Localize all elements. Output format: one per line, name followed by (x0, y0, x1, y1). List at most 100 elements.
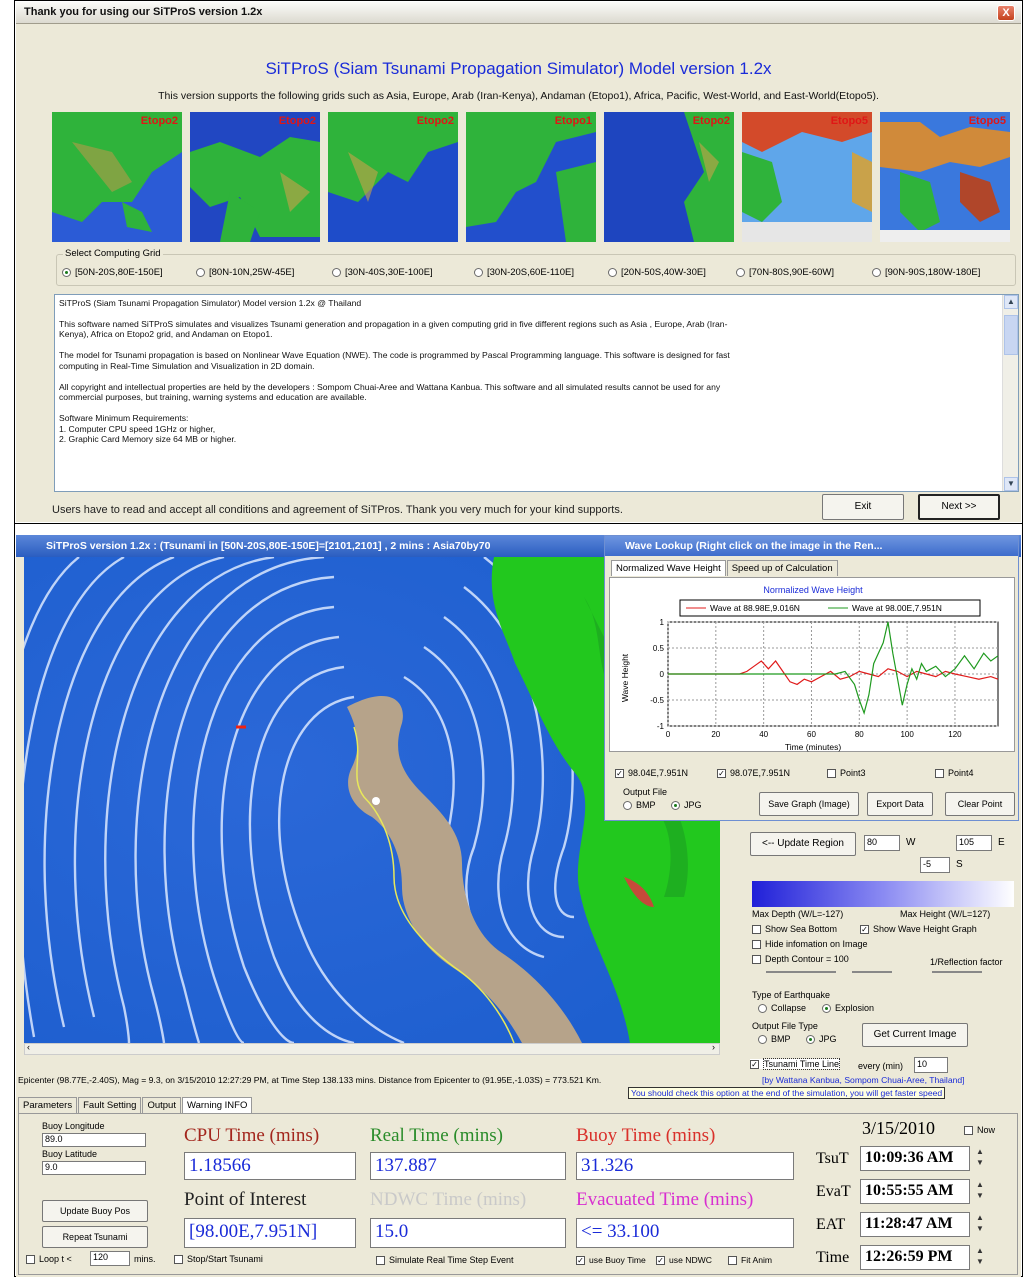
contour-slider-2[interactable] (852, 971, 892, 973)
scroll-up-icon[interactable]: ▲ (1004, 295, 1018, 309)
export-data-button[interactable]: Export Data (867, 792, 933, 816)
evat-spinner-icon[interactable]: ▲ ▼ (976, 1180, 984, 1200)
grid-thumbnail-africa[interactable]: Etopo2 (604, 112, 734, 242)
horizontal-scrollbar[interactable]: ‹ › (24, 1042, 720, 1055)
repeat-tsunami-button[interactable]: Repeat Tsunami (42, 1226, 148, 1248)
scroll-thumb[interactable] (1004, 315, 1018, 355)
buoy-latitude-label: Buoy Latitude (42, 1149, 98, 1159)
region-s-input[interactable]: -5 (920, 857, 950, 873)
now-checkbox[interactable]: Now (964, 1125, 995, 1136)
point3-checkbox[interactable]: Point3 (827, 768, 866, 779)
update-buoy-button[interactable]: Update Buoy Pos (42, 1200, 148, 1222)
tab-parameters[interactable]: Parameters (18, 1097, 78, 1113)
legend-item-2: Wave at 98.00E,7.951N (852, 603, 942, 613)
checkbox-label: Point4 (948, 768, 974, 778)
tab-normalized-wave[interactable]: Normalized Wave Height (611, 560, 726, 576)
update-region-button[interactable]: <-- Update Region (750, 832, 856, 856)
tab-warning-info[interactable]: Warning INFO (181, 1097, 253, 1113)
welcome-dialog: Thank you for using our SiTProS version … (16, 2, 1021, 522)
evat-label: EvaT (816, 1183, 851, 1200)
grid-radio-7[interactable]: [90N-90S,180W-180E] (872, 267, 980, 278)
license-scrollbar[interactable]: ▲ ▼ (1002, 295, 1018, 491)
contour-slider[interactable] (766, 971, 836, 973)
depth-contour-checkbox[interactable]: Depth Contour = 100 (752, 954, 849, 965)
ndwc-time-label: NDWC Time (mins) (370, 1189, 527, 1210)
close-icon[interactable]: X (997, 5, 1015, 21)
time-spinner-icon[interactable]: ▲ ▼ (976, 1246, 984, 1266)
grid-radio-2[interactable]: [80N-10N,25W-45E] (196, 267, 294, 278)
scroll-left-icon[interactable]: ‹ (27, 1042, 30, 1052)
stop-start-checkbox[interactable]: Stop/Start Tsunami (174, 1254, 263, 1265)
tab-speed-up[interactable]: Speed up of Calculation (726, 560, 838, 576)
grid-thumbnail-andaman[interactable]: Etopo1 (466, 112, 596, 242)
scroll-right-icon[interactable]: › (712, 1042, 715, 1052)
loop-input[interactable]: 120 (90, 1251, 130, 1266)
x-tick-label: 20 (711, 730, 720, 739)
license-line: All copyright and intellectual propertie… (59, 381, 721, 403)
buoy-latitude-input[interactable]: 9.0 (42, 1161, 146, 1175)
tsut-spinner-icon[interactable]: ▲ ▼ (976, 1147, 984, 1167)
buoy-time-field: 31.326 (576, 1152, 794, 1180)
x-tick-label: 100 (900, 730, 914, 739)
grid-radio-5[interactable]: [20N-50S,40W-30E] (608, 267, 706, 278)
loop-checkbox[interactable]: Loop t < (26, 1254, 72, 1265)
fit-anim-checkbox[interactable]: Fit Anim (728, 1255, 772, 1266)
get-current-image-button[interactable]: Get Current Image (862, 1023, 968, 1047)
exit-button[interactable]: Exit (822, 494, 904, 520)
evat-field[interactable]: 10:55:55 AM (860, 1179, 970, 1204)
next-button[interactable]: Next >> (918, 494, 1000, 520)
grid-thumbnail-asia[interactable]: Etopo2 (52, 112, 182, 242)
tab-output[interactable]: Output (142, 1097, 181, 1113)
poi-field[interactable]: [98.00E,7.951N] (184, 1218, 356, 1248)
every-min-input[interactable]: 10 (914, 1057, 948, 1073)
point4-checkbox[interactable]: Point4 (935, 768, 974, 779)
show-wave-graph-checkbox[interactable]: ✓ Show Wave Height Graph (860, 924, 977, 935)
ndwc-time-field[interactable]: 15.0 (370, 1218, 566, 1248)
explosion-radio[interactable]: Explosion (822, 1003, 874, 1014)
grid-thumbnail-pacific[interactable]: Etopo5 (742, 112, 872, 242)
eat-field[interactable]: 11:28:47 AM (860, 1212, 970, 1237)
grid-thumbnail-world[interactable]: Etopo5 (880, 112, 1010, 242)
real-time-label: Real Time (mins) (370, 1125, 504, 1146)
use-buoy-checkbox[interactable]: ✓ use Buoy Time (576, 1255, 646, 1266)
buoy-longitude-value: 89.0 (45, 1134, 63, 1144)
jpg-radio[interactable]: JPG (806, 1034, 837, 1045)
grid-thumbnail-europe[interactable]: Etopo2 (190, 112, 320, 242)
tooltip: You should check this option at the end … (628, 1087, 946, 1099)
wave-chart[interactable]: Normalized Wave Height Wave at 88.98E,9.… (609, 577, 1015, 752)
license-textarea[interactable]: SiTProS (Siam Tsunami Propagation Simula… (54, 294, 1019, 492)
scroll-down-icon[interactable]: ▼ (1004, 477, 1018, 491)
chart-title: Normalized Wave Height (763, 585, 863, 595)
lookup-jpg-radio[interactable]: JPG (671, 800, 702, 811)
grid-thumbnail-arab[interactable]: Etopo2 (328, 112, 458, 242)
checkbox-label: Stop/Start Tsunami (187, 1254, 263, 1264)
collapse-radio[interactable]: Collapse (758, 1003, 806, 1014)
buoy-longitude-input[interactable]: 89.0 (42, 1133, 146, 1147)
tsut-field[interactable]: 10:09:36 AM (860, 1146, 970, 1171)
region-e-input[interactable]: 105 (956, 835, 992, 851)
simulate-rt-checkbox[interactable]: Simulate Real Time Step Event (376, 1255, 514, 1266)
point2-checkbox[interactable]: ✓ 98.07E,7.951N (717, 768, 790, 779)
lookup-bmp-radio[interactable]: BMP (623, 800, 656, 811)
tsunami-timeline-checkbox[interactable]: ✓ Tsunami Time Line (750, 1058, 841, 1070)
thumb-label: Etopo2 (416, 115, 454, 127)
time-field[interactable]: 12:26:59 PM (860, 1245, 970, 1270)
reflection-slider[interactable] (932, 971, 982, 973)
grid-radio-3[interactable]: [30N-40S,30E-100E] (332, 267, 433, 278)
grid-radio-6[interactable]: [70N-80S,90E-60W] (736, 267, 834, 278)
eat-spinner-icon[interactable]: ▲ ▼ (976, 1213, 984, 1233)
hide-info-checkbox[interactable]: Hide infomation on Image (752, 939, 868, 950)
use-ndwc-checkbox[interactable]: ✓ use NDWC (656, 1255, 712, 1266)
checkbox-checked-icon: ✓ (717, 769, 726, 779)
bmp-radio[interactable]: BMP (758, 1034, 791, 1045)
grid-radio-4[interactable]: [30N-20S,60E-110E] (474, 267, 574, 278)
region-w-input[interactable]: 80 (864, 835, 900, 851)
save-graph-button[interactable]: Save Graph (Image) (759, 792, 859, 816)
grid-radio-1[interactable]: [50N-20S,80E-150E] (62, 267, 163, 278)
tab-fault-setting[interactable]: Fault Setting (78, 1097, 142, 1113)
clear-point-button[interactable]: Clear Point (945, 792, 1015, 816)
point1-checkbox[interactable]: ✓ 98.04E,7.951N (615, 768, 688, 779)
show-sea-bottom-checkbox[interactable]: Show Sea Bottom (752, 924, 837, 935)
grid-label: [80N-10N,25W-45E] (209, 267, 295, 278)
poi-value: [98.00E,7.951N] (189, 1221, 318, 1242)
